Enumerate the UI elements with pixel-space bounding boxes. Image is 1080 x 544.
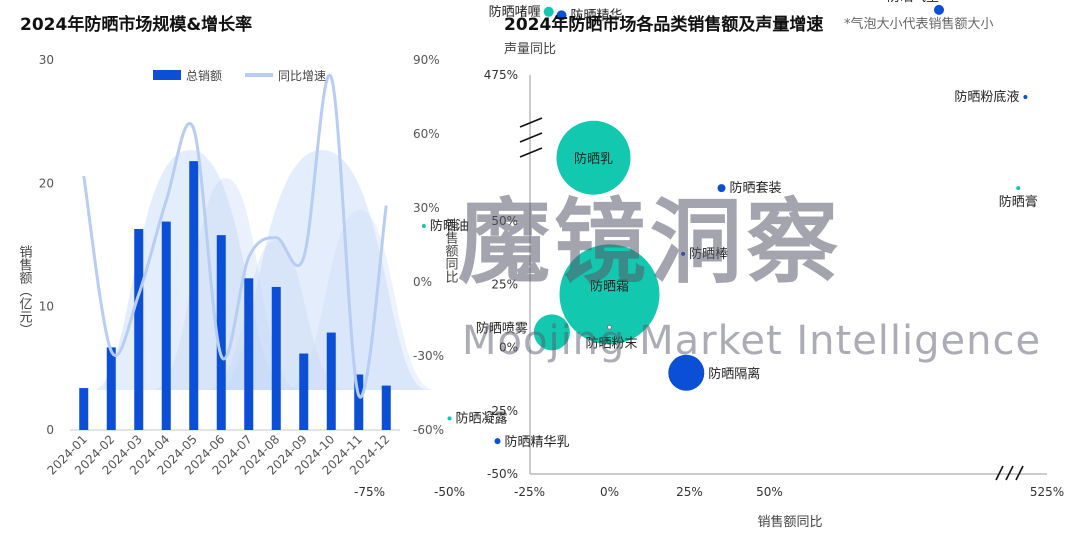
watermark-en: Moojing Market Intelligence [462,318,1042,364]
scatter-x-tick: -50% [434,485,465,499]
bubble-label: 防晒膏 [999,194,1038,210]
bar-2024-10 [326,332,336,430]
right-y-tick: 0% [413,275,432,289]
left-y-tick: 0 [46,423,54,437]
bubble-防晒粉底液 [1023,95,1028,100]
bubble-label: 防晒凝露 [456,410,508,426]
scatter-y-tick: 475% [484,68,518,82]
bar-2024-03 [134,228,144,430]
bubble-label: 防晒气垫 [887,0,939,5]
bubble-label: 防晒油 [430,218,469,234]
scatter-x-ticks: -75% -50% -25% 0% 25% 50% 525% [354,485,1064,499]
bubble-防晒套装 [717,184,726,193]
legend-line-label: 同比增速 [278,69,326,83]
right-y-axis-title: 销售额同比 [443,218,459,284]
left-y-tick: 30 [39,53,54,67]
scatter-y-axis-title: 声量同比 [504,42,557,57]
bubble-防晒乳 [556,120,631,195]
watermark-cn: 魔镜洞察 [458,189,843,296]
bubble-防晒霜 [559,244,660,345]
scatter-x-tick: -75% [354,485,385,499]
bubble-label: 防晒隔离 [708,366,760,382]
bar-2024-09 [299,353,309,430]
bar-2024-04 [161,221,171,430]
bar-2024-02 [106,347,116,430]
background-band-5 [285,210,435,390]
left-y-ticks: 0 10 20 30 [39,53,54,437]
scatter-y-tick: 50% [491,214,518,228]
bubble-label: 防晒啫喱 [489,4,541,20]
left-line [82,73,388,399]
bar-2024-11 [354,374,364,430]
bubble-label: 防晒精华 [571,7,623,23]
scatter-y-tick: 0% [499,341,518,355]
bar-2024-01 [79,388,89,430]
bubble-label: 防晒粉末 [585,335,637,351]
bubble-防晒隔离 [668,354,705,391]
right-y-tick: 60% [413,127,440,141]
bubble-label: 防晒棒 [689,246,728,262]
scatter-x-axis-title: 销售额同比 [757,514,822,530]
bubble-label: 防晒套装 [730,180,782,196]
bubble-防晒啫喱 [543,6,554,17]
bar-2024-07 [244,278,254,430]
scatter-y-tick: -50% [487,467,518,481]
y-axis-break-icon [519,117,543,158]
left-y-axis-title: 销售额（亿元） [17,245,33,336]
growth-line [82,73,388,399]
bar-2024-06 [216,235,226,430]
bubble-label: 防晒精华乳 [505,434,570,450]
scatter-y-tick: 25% [491,277,518,291]
bubble-label: 防晒霜 [590,278,629,294]
right-y-ticks: -60% -30% 0% 30% 60% 90% [413,53,444,437]
bubble-label: 防晒粉底液 [954,89,1019,105]
right-y-tick: 30% [413,201,440,215]
bubble-防晒膏 [1016,186,1021,191]
bubble-防晒精华 [556,10,567,21]
scatter-x-tick: 50% [756,485,783,499]
scatter-y-tick: -25% [487,404,518,418]
bubble-防晒棒 [681,251,686,256]
left-bars [79,161,391,430]
left-x-ticks: 2024-012024-022024-032024-042024-052024-… [45,432,393,477]
scatter-x-tick: -25% [514,485,545,499]
scatter-x-tick: 0% [600,485,619,499]
bubble-防晒油 [421,224,426,229]
legend-bar-label: 总销额 [186,69,222,83]
x-axis-break-icon [995,465,1024,481]
right-y-tick: 90% [413,53,440,67]
bubble-label: 防晒乳 [574,151,613,167]
bubble-防晒喷雾 [533,314,570,351]
left-y-tick: 10 [39,300,54,314]
right-y-tick: -60% [413,423,444,437]
scatter-x-tick: 25% [676,485,703,499]
left-y-tick: 20 [39,176,54,190]
scatter-x-tick: 525% [1030,485,1064,499]
bubble-label: 防晒喷雾 [476,320,528,336]
bubble-防晒精华乳 [494,438,501,445]
bar-2024-12 [381,385,391,430]
bubble-防晒凝露 [447,416,452,421]
bubble-防晒粉末 [607,324,612,330]
bar-2024-05 [189,161,199,430]
left-bands [92,150,435,390]
bubble-防晒气垫 [934,4,944,15]
bar-2024-08 [271,286,281,430]
legend-bar-swatch [153,70,181,80]
right-y-tick: -30% [413,349,444,363]
scatter-y-ticks: -50% -25% 0% 25% 50% 475% [484,68,518,481]
right-chart-title: 2024年防晒市场各品类销售额及声量增速 [504,15,824,35]
background-band-2 [152,178,300,390]
left-chart-title: 2024年防晒市场规模&增长率 [20,15,253,35]
right-chart-note: *气泡大小代表销售额大小 [844,17,994,32]
